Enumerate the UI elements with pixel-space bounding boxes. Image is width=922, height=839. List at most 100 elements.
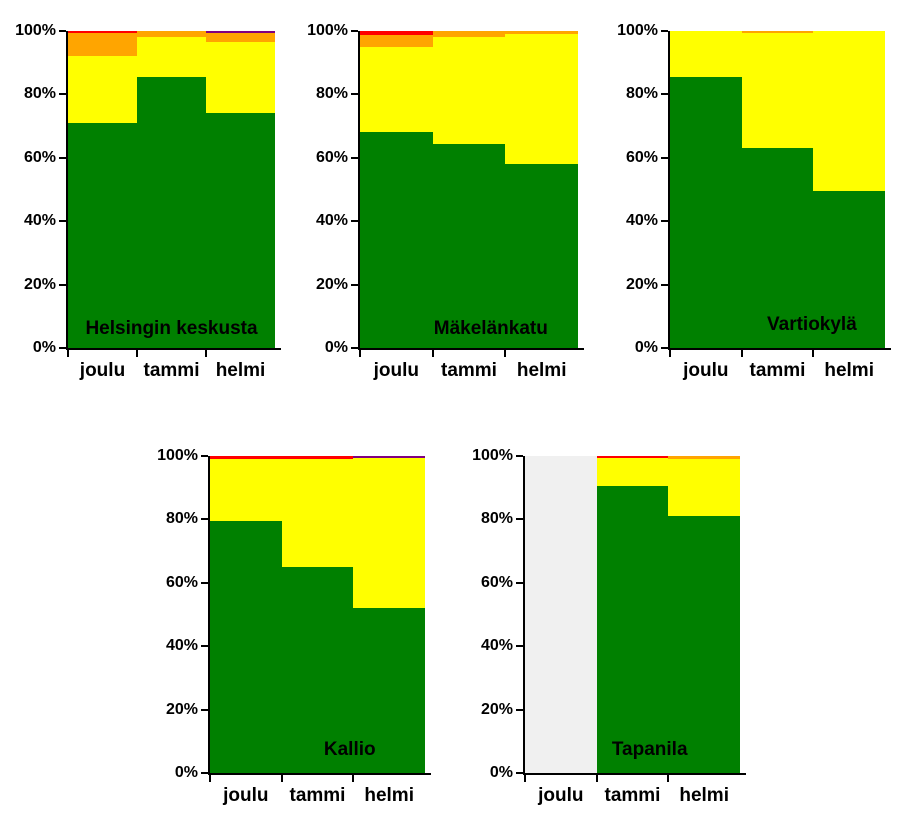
y-tick — [201, 772, 208, 774]
category-label: joulu — [223, 785, 269, 806]
segment-yellow — [596, 457, 669, 487]
y-tick — [201, 455, 208, 457]
y-axis-tick-label: 80% — [165, 510, 198, 528]
bar-helmi — [505, 31, 578, 348]
y-tick — [516, 772, 523, 774]
segment-yellow — [360, 46, 433, 133]
segment-yellow — [353, 457, 425, 609]
bar-joulu — [68, 31, 137, 348]
y-axis-tick-label: 40% — [625, 212, 658, 230]
y-tick — [661, 347, 668, 349]
bar-helmi — [206, 31, 275, 348]
y-tick — [516, 518, 523, 521]
segment-no-data — [525, 456, 597, 773]
segment-red — [596, 456, 669, 458]
y-axis-tick-label: 0% — [489, 764, 513, 781]
segment-yellow — [281, 459, 354, 567]
chart-title: Vartiokylä — [767, 314, 857, 335]
y-tick — [59, 30, 66, 32]
y-axis-tick-label: 100% — [472, 447, 513, 464]
bar-tammi — [281, 456, 354, 773]
y-axis-tick-label: 80% — [315, 85, 348, 103]
y-tick — [661, 93, 668, 96]
x-axis-line — [66, 348, 281, 350]
segment-yellow — [668, 459, 740, 517]
y-tick — [201, 518, 208, 521]
x-tick — [667, 775, 670, 782]
y-tick — [351, 220, 358, 223]
segment-green — [68, 122, 137, 348]
chart-title: Helsingin keskusta — [85, 318, 258, 339]
y-tick — [516, 581, 523, 584]
segment-green — [668, 516, 740, 773]
segment-purple — [206, 31, 275, 34]
y-axis-line — [66, 31, 68, 350]
segment-yellow — [137, 37, 206, 77]
bar-joulu — [360, 31, 433, 348]
y-axis-tick-label: 100% — [617, 22, 658, 39]
segment-yellow — [432, 37, 506, 144]
segment-green — [596, 486, 669, 773]
y-axis-tick-label: 20% — [165, 700, 198, 718]
segment-yellow — [206, 42, 275, 114]
category-label: tammi — [441, 360, 497, 381]
y-axis-line — [523, 456, 525, 775]
x-tick — [812, 350, 815, 357]
category-label: joulu — [538, 785, 584, 806]
x-axis-line — [523, 773, 746, 775]
y-tick — [59, 156, 66, 159]
category-label: helmi — [516, 360, 567, 381]
y-tick — [201, 645, 208, 648]
segment-yellow — [813, 31, 885, 192]
category-label: tammi — [143, 360, 200, 381]
x-tick — [209, 775, 211, 782]
y-tick — [661, 30, 668, 32]
y-axis-tick-label: 0% — [32, 339, 56, 356]
segment-green — [432, 143, 506, 348]
category-label: joulu — [683, 360, 729, 381]
y-axis-tick-label: 80% — [625, 85, 658, 103]
segment-purple — [353, 456, 425, 458]
segment-yellow — [741, 32, 814, 149]
x-tick — [595, 775, 598, 782]
y-tick — [351, 30, 358, 32]
segment-orange — [432, 31, 506, 38]
segment-green — [741, 148, 814, 348]
y-axis-line — [358, 31, 360, 350]
chart-title: Kallio — [323, 739, 376, 760]
y-axis-tick-label: 0% — [634, 339, 658, 356]
segment-green — [137, 76, 206, 348]
y-axis-tick-label: 80% — [23, 85, 56, 103]
bar-joulu — [210, 456, 282, 773]
segment-green — [505, 164, 578, 348]
y-axis-tick-label: 60% — [480, 573, 513, 591]
segment-yellow — [210, 459, 282, 521]
category-label: tammi — [749, 360, 806, 381]
y-tick — [661, 220, 668, 223]
segment-yellow — [68, 56, 137, 123]
y-tick — [59, 283, 66, 286]
x-tick — [431, 350, 434, 357]
segment-orange — [668, 456, 740, 460]
y-axis-tick-label: 20% — [480, 700, 513, 718]
segment-green — [281, 566, 354, 773]
chart-title: Tapanila — [611, 739, 688, 760]
category-label: helmi — [364, 785, 414, 806]
segment-green — [813, 191, 885, 348]
segment-orange — [741, 31, 814, 33]
bar-helmi — [353, 456, 425, 773]
x-tick — [67, 350, 69, 357]
y-tick — [351, 93, 358, 96]
y-tick — [661, 156, 668, 159]
x-axis-line — [668, 348, 891, 350]
segment-green — [210, 521, 282, 773]
x-axis-line — [358, 348, 584, 350]
y-axis-tick-label: 20% — [23, 275, 56, 293]
segment-green — [360, 132, 433, 348]
y-tick — [59, 220, 66, 223]
x-tick — [504, 350, 507, 357]
x-tick — [205, 350, 207, 357]
y-axis-tick-label: 60% — [625, 148, 658, 166]
bar-joulu — [670, 31, 742, 348]
